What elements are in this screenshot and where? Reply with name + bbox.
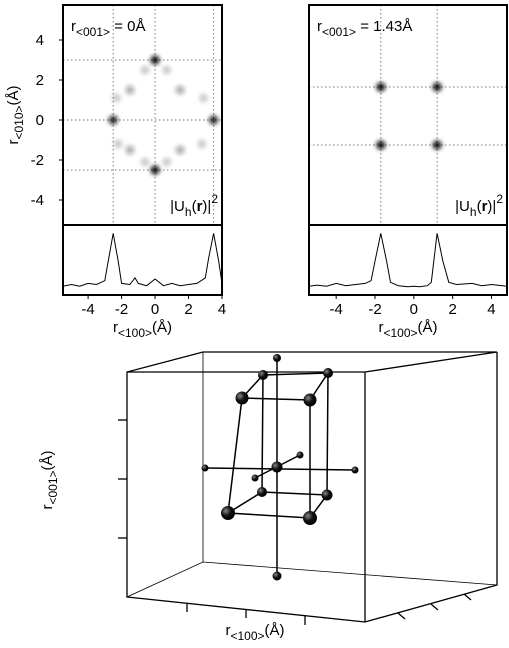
- y-tick-label: 0: [36, 112, 44, 129]
- density-spot: [175, 145, 185, 155]
- density-label: |Uh(r)|2: [170, 192, 218, 219]
- structure-box: [118, 351, 498, 625]
- x-axis-label: r<100>(Å): [225, 622, 284, 643]
- label-sup: 2: [496, 192, 503, 206]
- density-spot: [113, 139, 123, 149]
- label-part: r: [71, 18, 76, 35]
- x-tick-label: 0: [151, 301, 159, 318]
- label-part: r: [317, 18, 322, 35]
- label-part: |U: [170, 198, 185, 215]
- profile-frame: [62, 224, 223, 296]
- label-part: = 0Å: [110, 18, 145, 35]
- annotation: r<001> = 0Å: [71, 18, 146, 39]
- label-part: )|: [487, 198, 496, 215]
- density-spot: [199, 93, 209, 103]
- x-tick-label: -2: [368, 301, 381, 318]
- label-sup: 2: [211, 192, 218, 206]
- density-spot: [432, 140, 442, 150]
- y-tick-label: 4: [36, 32, 44, 49]
- label-part: = 1.43Å: [356, 18, 412, 35]
- label-part: (: [192, 198, 197, 215]
- label-part: r: [378, 319, 383, 336]
- y-tick-label: -4: [31, 192, 44, 209]
- x-tick-label: 2: [448, 301, 456, 318]
- x-tick-label: -4: [81, 301, 94, 318]
- density-spot: [140, 157, 150, 167]
- density-spot: [162, 157, 172, 167]
- x-tick-label: 0: [410, 301, 418, 318]
- label-part: (Å): [152, 319, 172, 336]
- density-spot: [125, 145, 135, 155]
- label-part: |U: [455, 198, 470, 215]
- density-spot: [108, 115, 118, 125]
- y-tick-label: 2: [36, 72, 44, 89]
- label-part: (Å): [265, 622, 285, 639]
- profile-line: [308, 233, 508, 288]
- density-spot: [175, 85, 185, 95]
- profile-line: [62, 233, 223, 287]
- y-tick-label: -2: [31, 152, 44, 169]
- density-label: |Uh(r)|2: [455, 192, 503, 219]
- density-spot: [125, 85, 135, 95]
- density-spot: [150, 165, 160, 175]
- x-tick-label: 2: [184, 301, 192, 318]
- label-part: r: [225, 622, 230, 639]
- label-sub: <100>: [230, 629, 264, 643]
- density-spot: [112, 93, 122, 103]
- density-spot: [209, 115, 219, 125]
- label-part: (Å): [5, 85, 22, 105]
- label-part: )|: [202, 198, 211, 215]
- density-spot: [376, 140, 386, 150]
- label-part: r: [197, 198, 203, 215]
- density-spot: [376, 82, 386, 92]
- density-spot: [140, 65, 150, 75]
- label-sub: <010>: [12, 105, 26, 139]
- label-part: r: [113, 319, 118, 336]
- label-sub: <100>: [383, 326, 417, 340]
- crystal-structure: [201, 354, 359, 581]
- x-tick-label: -2: [115, 301, 128, 318]
- annotation: r<001> = 1.43Å: [317, 18, 412, 39]
- profile-frame: [308, 224, 508, 296]
- density-spot: [162, 65, 172, 75]
- y-axis-label: r<001>(Å): [39, 450, 60, 509]
- density-spot: [432, 82, 442, 92]
- label-sub: h: [185, 205, 192, 219]
- label-sub: <001>: [322, 25, 356, 39]
- density-spot: [197, 139, 207, 149]
- label-sub: <001>: [46, 470, 60, 504]
- label-part: r: [482, 198, 488, 215]
- x-tick-label: 4: [487, 301, 495, 318]
- label-sub: <100>: [118, 326, 152, 340]
- density-spot: [150, 55, 160, 65]
- label-part: (: [477, 198, 482, 215]
- x-axis-label: r<100>(Å): [378, 319, 437, 340]
- label-sub: h: [470, 205, 477, 219]
- label-sub: <001>: [76, 25, 110, 39]
- x-axis-label: r<100>(Å): [113, 319, 172, 340]
- label-part: (Å): [418, 319, 438, 336]
- label-part: (Å): [39, 450, 56, 470]
- label-part: r: [5, 140, 22, 145]
- y-axis-label: r<010>(Å): [5, 85, 26, 144]
- label-part: r: [39, 505, 56, 510]
- x-tick-label: 4: [218, 301, 226, 318]
- x-tick-label: -4: [330, 301, 343, 318]
